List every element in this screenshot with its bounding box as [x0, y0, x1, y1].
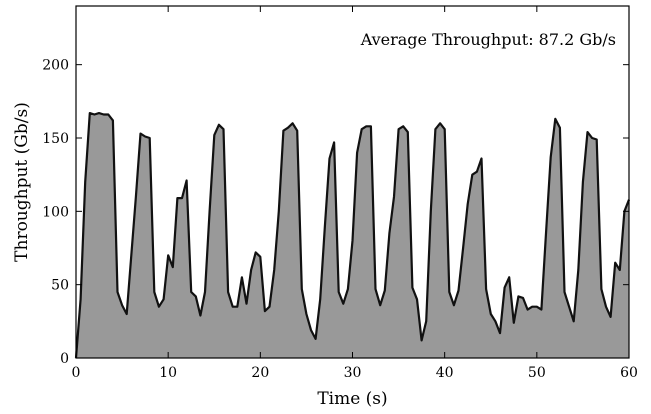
y-axis-ticks: 0 50 100 150 200 [42, 58, 629, 367]
x-tick-label: 50 [528, 365, 546, 381]
average-throughput-annotation: Average Throughput: 87.2 Gb/s [360, 30, 616, 49]
x-axis-title: Time (s) [317, 389, 387, 409]
x-tick-label: 10 [159, 365, 177, 381]
y-tick-label: 200 [42, 58, 69, 74]
x-tick-label: 30 [344, 365, 362, 381]
throughput-area-fill [76, 113, 629, 358]
x-axis-ticks: 0 10 20 30 40 50 60 [72, 6, 638, 381]
y-tick-label: 150 [42, 131, 69, 147]
plot-area [74, 112, 631, 359]
x-tick-label: 0 [72, 365, 81, 381]
y-tick-label: 0 [60, 351, 69, 367]
y-tick-label: 50 [51, 278, 69, 294]
x-tick-label: 20 [251, 365, 269, 381]
x-tick-label: 40 [436, 365, 454, 381]
throughput-line [74, 112, 631, 359]
y-axis-title: Throughput (Gb/s) [12, 102, 32, 262]
x-tick-label: 60 [620, 365, 638, 381]
y-tick-label: 100 [42, 204, 69, 220]
